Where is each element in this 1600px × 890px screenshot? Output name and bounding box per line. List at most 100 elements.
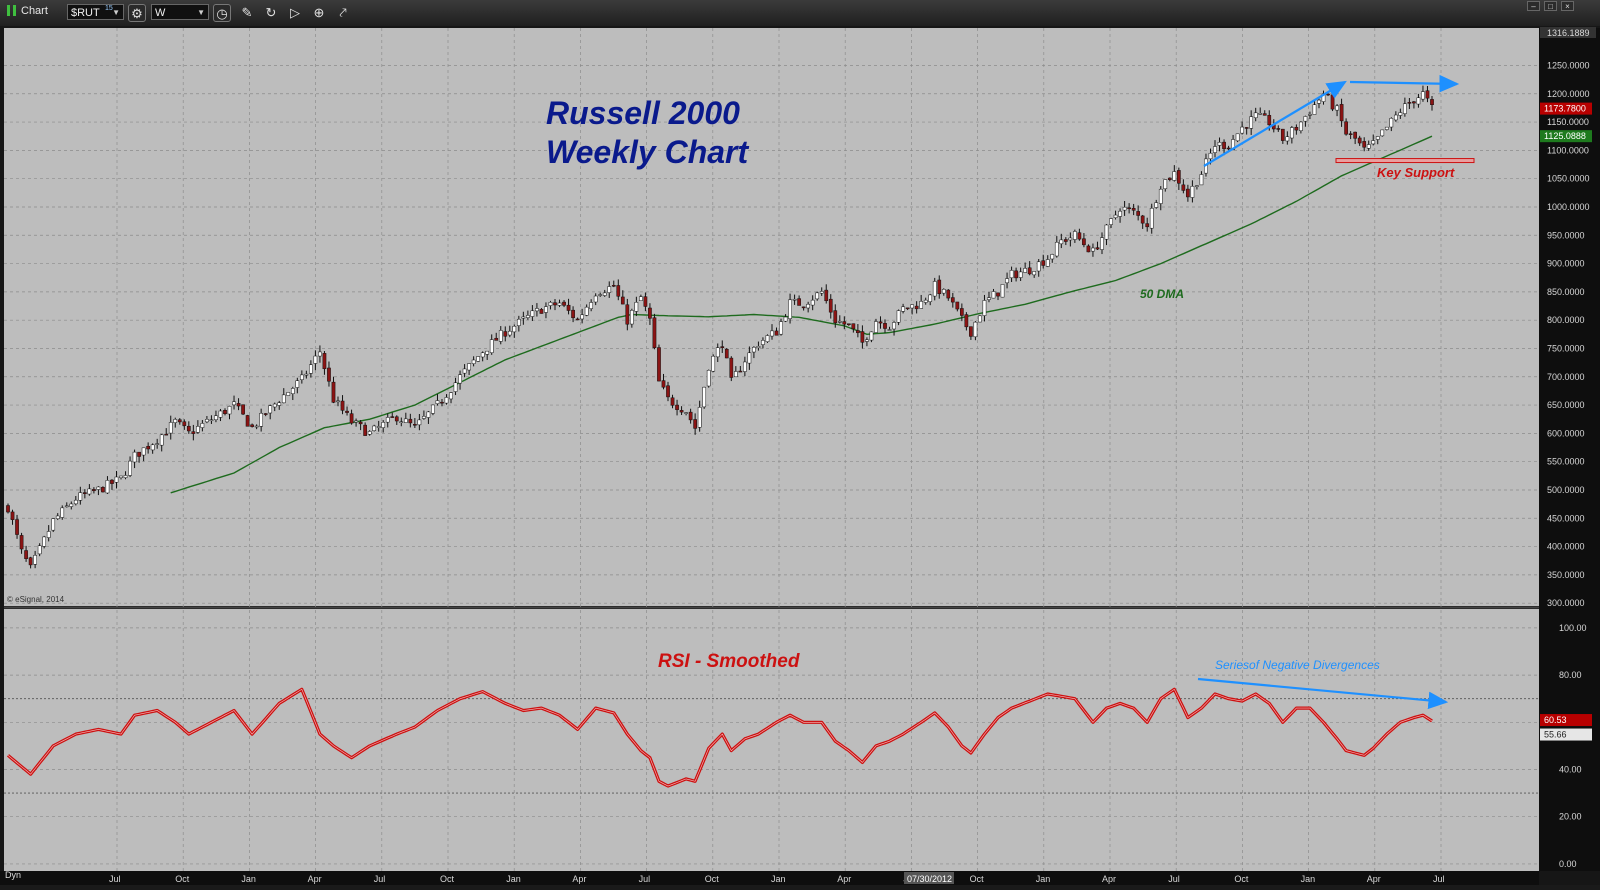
ma-line	[170, 135, 1433, 494]
price-candle	[272, 402, 277, 412]
price-candle	[259, 408, 264, 432]
price-candle	[1380, 129, 1385, 137]
candle-body	[322, 353, 327, 370]
price-tick-label: 300.0000	[1547, 598, 1585, 608]
time-tick-label: Jul	[1433, 874, 1445, 884]
annotation-arrows	[1197, 74, 1475, 710]
play-icon[interactable]: ▷	[290, 5, 300, 20]
price-candle	[1299, 121, 1303, 134]
candle-body	[1054, 241, 1059, 257]
price-candle	[1290, 125, 1294, 144]
price-candle	[205, 416, 209, 424]
interval-select[interactable]: W ▼	[151, 4, 209, 20]
price-candle	[571, 306, 575, 323]
candle-body	[254, 425, 259, 428]
ma-layer	[170, 135, 1433, 494]
candle-body	[1167, 177, 1172, 180]
price-candle	[132, 449, 137, 469]
price-candle	[865, 337, 869, 347]
candle-body	[345, 410, 349, 413]
ma-label: 50 DMA	[1140, 287, 1184, 301]
price-candle	[299, 370, 304, 384]
time-axis[interactable]	[0, 871, 1539, 885]
price-candle	[1041, 254, 1046, 269]
candle-body	[955, 301, 960, 310]
price-candle	[1335, 104, 1339, 117]
minimize-button[interactable]: –	[1527, 1, 1540, 11]
candle-body	[485, 350, 490, 355]
candle-body	[1213, 146, 1217, 153]
price-tick-label: 650.0000	[1547, 400, 1585, 410]
candle-body	[648, 307, 652, 319]
price-candle	[1145, 217, 1150, 232]
candle-body	[779, 321, 783, 335]
price-candle	[1054, 236, 1059, 258]
candle-body	[1127, 207, 1131, 210]
candle-body	[24, 550, 28, 559]
symbol-input[interactable]: $RUT 15 ▼	[67, 4, 124, 20]
price-tick-label: 550.0000	[1547, 457, 1585, 467]
refresh-icon[interactable]: ↻	[265, 5, 277, 20]
gear-icon[interactable]: ⚙	[128, 4, 146, 22]
price-candle	[1339, 98, 1344, 127]
candle-body	[96, 486, 101, 490]
price-candle	[1371, 134, 1376, 146]
clock-icon[interactable]: ◷	[213, 4, 231, 22]
chevron-down-icon: ▼	[197, 8, 205, 17]
candle-body	[1416, 97, 1421, 105]
rsi-signal-tag	[1540, 728, 1592, 741]
eraser-icon[interactable]: ⤤	[339, 5, 347, 20]
close-button[interactable]: ×	[1561, 1, 1574, 11]
price-candle	[693, 413, 697, 435]
time-tick-label: Apr	[308, 874, 322, 884]
price-candle	[530, 305, 535, 322]
pencil-icon[interactable]: ✎	[241, 5, 253, 20]
price-candle	[584, 304, 589, 317]
price-candle	[1285, 131, 1290, 145]
candle-body	[566, 304, 571, 311]
candle-body	[923, 299, 928, 303]
maximize-button[interactable]: □	[1544, 1, 1557, 11]
candle-body	[774, 330, 779, 336]
candle-body	[657, 347, 661, 382]
candle-body	[535, 308, 539, 312]
candle-body	[711, 355, 716, 372]
ma-value-tag	[1540, 130, 1592, 143]
candle-body	[865, 339, 869, 342]
last-price-tag-text: 1173.7800	[1544, 104, 1586, 114]
dyn-label[interactable]: Dyn	[5, 870, 22, 880]
chart-title-line2: Weekly Chart	[546, 134, 750, 170]
price-candle	[349, 409, 354, 425]
price-candle	[544, 302, 548, 319]
price-candle	[331, 376, 336, 404]
price-candle	[652, 313, 657, 350]
candle-body	[1312, 104, 1317, 115]
last-price-tag	[1540, 102, 1592, 115]
price-tick-label: 950.0000	[1547, 230, 1585, 240]
candle-body	[1280, 128, 1285, 141]
candle-body	[1353, 131, 1357, 139]
candle-body	[770, 330, 774, 337]
price-candle	[290, 386, 295, 401]
price-candle	[1149, 203, 1154, 234]
candle-body	[607, 286, 612, 293]
candle-body	[575, 318, 580, 321]
candle-body	[399, 421, 404, 424]
time-tick-label: Apr	[1367, 874, 1381, 884]
candle-body	[358, 421, 363, 425]
price-candle	[1344, 118, 1348, 136]
price-candle	[318, 345, 322, 363]
rsi-tick-label: 80.00	[1559, 670, 1582, 680]
cursor-date-text: 07/30/2012	[907, 874, 952, 884]
candle-body	[693, 419, 697, 429]
price-candle	[779, 318, 783, 336]
price-candle	[756, 341, 761, 351]
candle-body	[245, 415, 250, 427]
price-candle	[860, 325, 865, 349]
candle-body	[1430, 99, 1434, 105]
zoom-icon[interactable]: ⊕	[313, 5, 325, 20]
candle-body	[846, 323, 851, 326]
candle-body	[471, 359, 476, 364]
